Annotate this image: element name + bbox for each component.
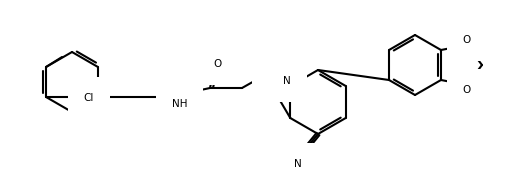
- Text: Cl: Cl: [84, 93, 94, 103]
- Text: O: O: [213, 59, 221, 69]
- Text: N: N: [284, 76, 291, 86]
- Text: NH: NH: [172, 99, 188, 109]
- Text: S: S: [268, 67, 275, 77]
- Text: O: O: [463, 35, 471, 45]
- Text: O: O: [463, 85, 471, 95]
- Text: N: N: [294, 159, 302, 169]
